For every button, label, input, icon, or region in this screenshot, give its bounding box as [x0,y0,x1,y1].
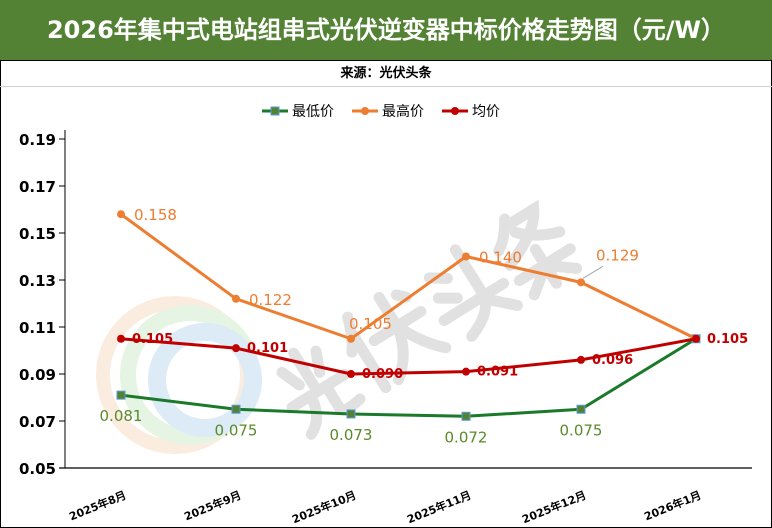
y-tick-label: 0.17 [19,178,56,196]
high-price-label: 0.105 [349,315,392,333]
low-price-label: 0.075 [215,421,258,439]
y-tick-label: 0.15 [19,225,56,243]
avg-price-marker [577,355,585,364]
high-price-marker [232,294,240,303]
y-tick-label: 0.11 [19,319,56,337]
chart-source: 来源：光伏头条 [0,61,772,87]
watermark-graphic [276,199,583,440]
high-price-marker [347,334,355,343]
logo-ring-blue [148,323,262,437]
y-tick-label: 0.07 [19,413,56,431]
logo-ring-orange [96,296,254,454]
avg-price-marker [232,344,240,353]
avg-price-marker [117,334,125,343]
low-price-marker [461,411,471,421]
x-tick-label: 2025年12月 [520,488,588,526]
legend-label: 最高价 [382,103,424,120]
low-price-marker [346,409,356,419]
low-price-label: 0.073 [330,426,373,444]
series-line-1 [120,212,697,341]
high-price-marker [577,278,585,287]
logo-watermark [96,296,262,454]
low-price-label: 0.081 [100,407,143,425]
high-price-marker [462,252,470,261]
legend-marker [270,106,280,116]
avg-price-marker [462,367,470,376]
high-price-marker [117,210,125,219]
legend-marker [451,107,459,115]
y-tick-label: 0.09 [19,366,56,384]
series-line-0 [120,337,697,418]
legend-label: 均价 [472,104,500,120]
legend-label: 最低价 [292,104,334,120]
watermark-glyph-3 [493,199,583,301]
legend-item-0: 最低价 [262,104,334,120]
high-price-label: 0.122 [249,291,292,309]
low-price-marker [576,404,586,414]
low-price-marker [116,390,126,400]
watermark-glyph-0 [276,345,366,440]
legend-item-1: 最高价 [352,103,424,120]
high-price-label: 0.129 [596,246,639,264]
y-tick-label: 0.05 [19,460,56,478]
legend-item-2: 均价 [442,104,500,120]
x-tick-label: 2025年9月 [182,488,243,524]
x-tick-label: 2026年1月 [642,488,703,524]
watermark-glyph-2 [423,244,523,342]
avg-price-label: 0.096 [592,353,633,368]
avg-price-label: 0.090 [362,367,403,382]
x-tick-label: 2025年11月 [405,488,473,526]
avg-price-label: 0.101 [247,341,288,356]
low-price-marker [231,404,241,414]
y-tick-label: 0.19 [19,131,56,149]
high-price-label: 0.140 [479,249,522,267]
avg-price-label: 0.105 [132,332,173,347]
logo-ring-green [120,305,260,445]
avg-price-marker [347,370,355,378]
y-tick-label: 0.13 [19,272,56,290]
leader-line [582,265,604,279]
legend-marker [361,107,369,115]
avg-price-marker [692,334,700,343]
high-price-label: 0.158 [134,206,177,224]
low-price-label: 0.072 [445,428,488,446]
series-line-2 [120,337,697,376]
avg-price-label: 0.091 [477,365,518,380]
low-price-label: 0.075 [560,421,603,439]
avg-price-label: 0.105 [707,332,748,347]
x-tick-label: 2025年10月 [290,488,358,526]
chart-title: 2026年集中式电站组串式光伏逆变器中标价格走势图（元/W） [0,0,772,61]
x-tick-label: 2025年8月 [67,488,128,524]
